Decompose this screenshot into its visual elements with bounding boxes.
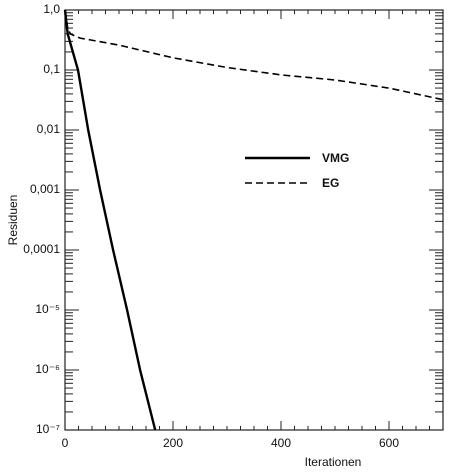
y-tick-label: 10⁻⁶ [35, 362, 60, 376]
x-tick-label: 400 [271, 436, 291, 450]
y-tick-label: 10⁻⁷ [36, 422, 60, 436]
y-axis-label: Residuen [6, 195, 20, 246]
series-line [63, 9, 157, 431]
y-tick-label: 0,0001 [23, 242, 60, 256]
y-tick-label: 1,0 [43, 2, 60, 16]
series-line [64, 9, 444, 101]
y-tick-label: 0,01 [37, 122, 61, 136]
y-tick-label: 0,001 [30, 182, 60, 196]
plot-frame [64, 9, 444, 431]
x-tick-label: 0 [62, 436, 69, 450]
legend-label: VMG [322, 151, 349, 165]
y-tick-label: 10⁻⁵ [35, 302, 60, 316]
x-tick-label: 600 [379, 436, 399, 450]
x-tick-label: 200 [163, 436, 183, 450]
y-tick-label: 0,1 [43, 62, 60, 76]
x-axis-label: Iterationen [305, 455, 362, 469]
legend-label: EG [322, 176, 339, 190]
